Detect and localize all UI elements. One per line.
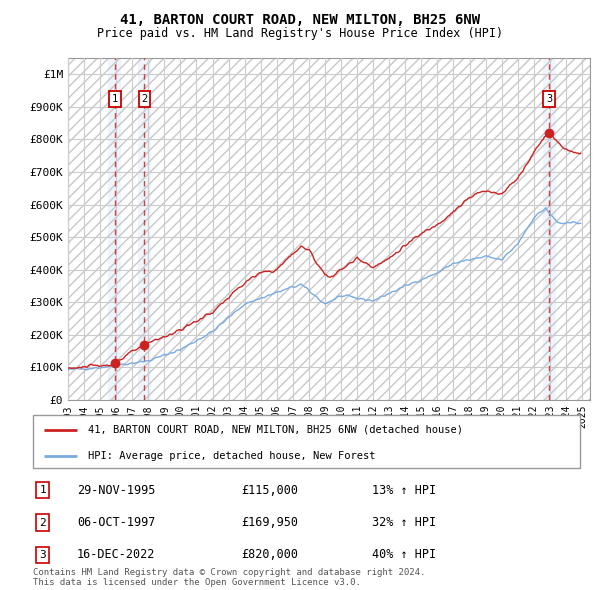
Text: 3: 3: [546, 94, 552, 104]
FancyBboxPatch shape: [33, 415, 580, 468]
Text: 16-DEC-2022: 16-DEC-2022: [77, 548, 155, 561]
Text: Price paid vs. HM Land Registry's House Price Index (HPI): Price paid vs. HM Land Registry's House …: [97, 27, 503, 40]
Bar: [543, 58, 556, 400]
Text: 41, BARTON COURT ROAD, NEW MILTON, BH25 6NW (detached house): 41, BARTON COURT ROAD, NEW MILTON, BH25 …: [88, 425, 463, 435]
Text: 1: 1: [40, 485, 46, 495]
Text: 2: 2: [40, 517, 46, 527]
Bar: [138, 58, 151, 400]
Bar: [109, 58, 121, 400]
Text: Contains HM Land Registry data © Crown copyright and database right 2024.
This d: Contains HM Land Registry data © Crown c…: [33, 568, 425, 587]
Text: HPI: Average price, detached house, New Forest: HPI: Average price, detached house, New …: [88, 451, 375, 461]
Text: £820,000: £820,000: [241, 548, 298, 561]
Text: 1: 1: [112, 94, 118, 104]
Text: £115,000: £115,000: [241, 484, 298, 497]
Text: 29-NOV-1995: 29-NOV-1995: [77, 484, 155, 497]
Text: 32% ↑ HPI: 32% ↑ HPI: [372, 516, 436, 529]
Text: 40% ↑ HPI: 40% ↑ HPI: [372, 548, 436, 561]
Text: £169,950: £169,950: [241, 516, 298, 529]
Text: 3: 3: [40, 550, 46, 560]
Text: 13% ↑ HPI: 13% ↑ HPI: [372, 484, 436, 497]
Text: 2: 2: [141, 94, 148, 104]
Text: 06-OCT-1997: 06-OCT-1997: [77, 516, 155, 529]
Text: 41, BARTON COURT ROAD, NEW MILTON, BH25 6NW: 41, BARTON COURT ROAD, NEW MILTON, BH25 …: [120, 13, 480, 27]
